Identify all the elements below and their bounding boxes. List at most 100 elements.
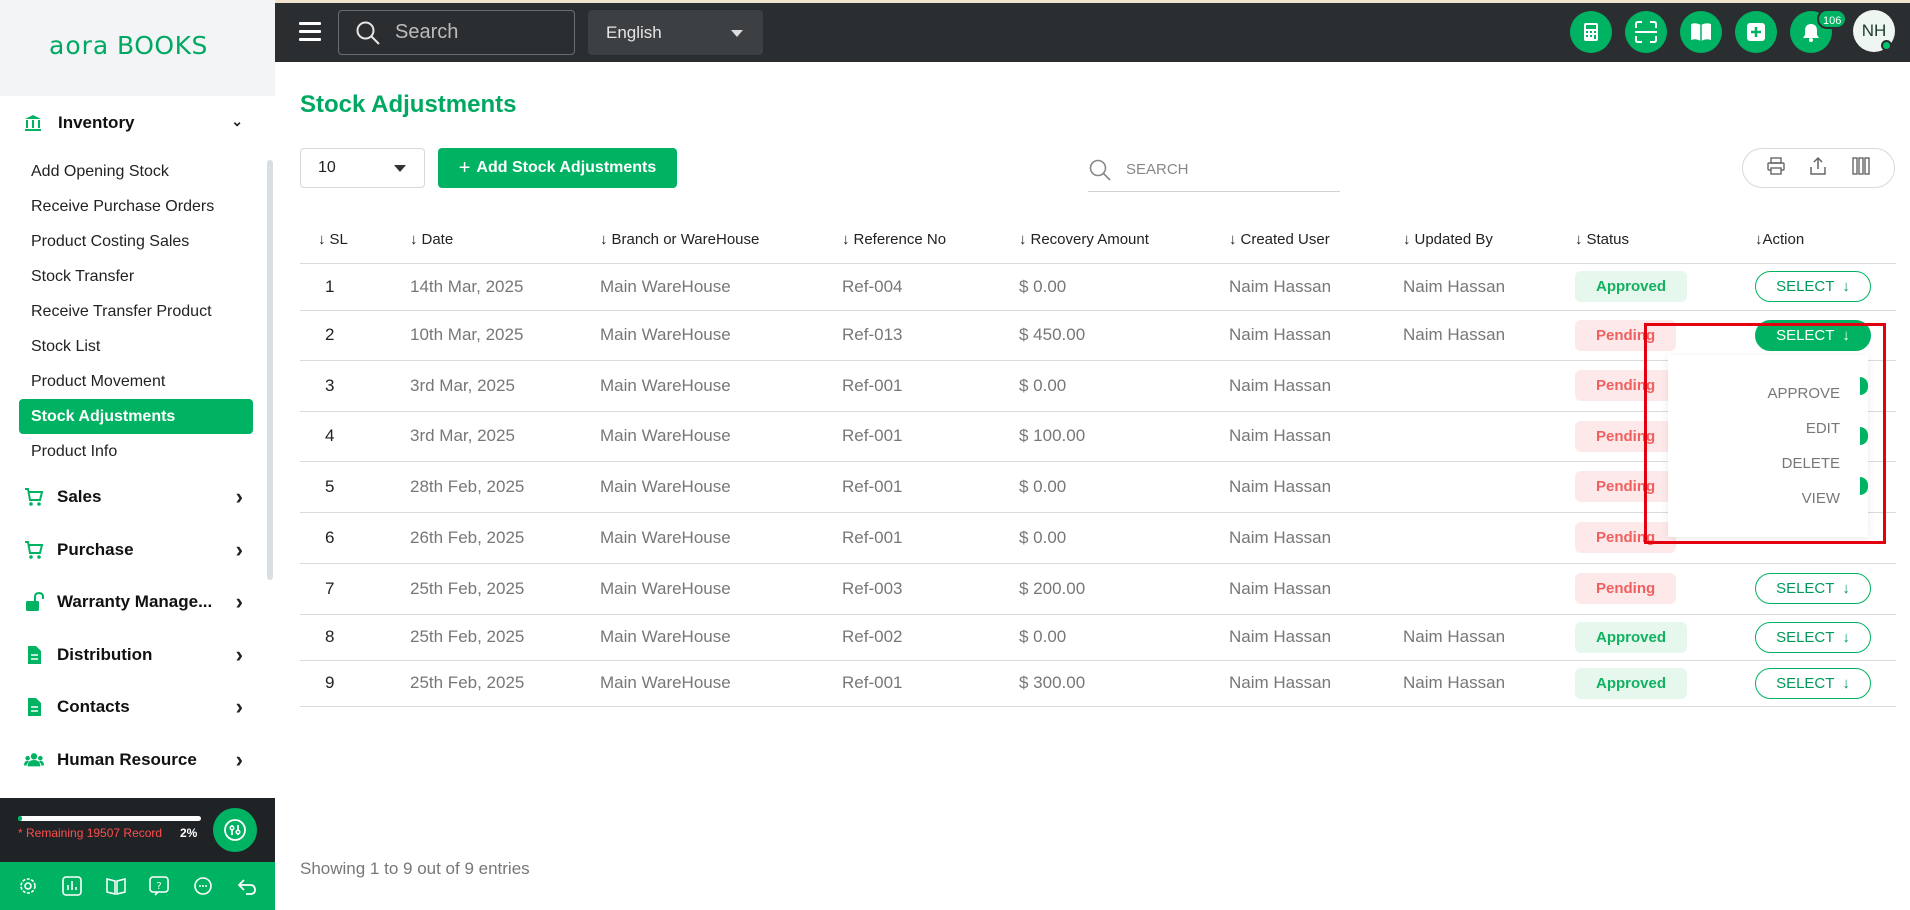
row-action-select-button[interactable]: SELECT ↓ xyxy=(1755,667,1871,699)
sidebar-group-sales[interactable]: Sales › xyxy=(0,471,275,524)
cell-branch: Main WareHouse xyxy=(600,263,842,311)
sidebar-group-label: Warranty Manage... xyxy=(57,592,213,612)
aorabooks-logo-mark: aora BOOKS xyxy=(49,31,207,60)
hidden-select-button-edge[interactable] xyxy=(1860,427,1868,445)
table-search[interactable] xyxy=(1088,148,1340,192)
column-header[interactable]: ↓ Created User xyxy=(1229,217,1403,264)
sidebar-item-product-costing-sales[interactable]: Product Costing Sales xyxy=(31,233,190,250)
cell-sl: 3 xyxy=(300,360,410,412)
sidebar-scrollbar[interactable] xyxy=(267,160,273,580)
sidebar-group-purchase[interactable]: Purchase › xyxy=(0,524,275,577)
sidebar-item-stock-list[interactable]: Stock List xyxy=(31,338,101,355)
column-header-label: SL xyxy=(329,231,348,249)
row-action-select-button[interactable]: SELECT ↓ xyxy=(1755,573,1871,604)
hidden-select-button-edge[interactable] xyxy=(1860,377,1868,395)
menu-item-view[interactable]: VIEW xyxy=(1801,490,1840,507)
brand-logo[interactable]: aora BOOKS xyxy=(49,30,227,67)
chevron-right-icon: › xyxy=(235,641,243,667)
hidden-select-button-edge[interactable] xyxy=(1860,477,1868,495)
chart-icon[interactable] xyxy=(58,872,86,900)
sidebar-item-add-opening-stock[interactable]: Add Opening Stock xyxy=(31,163,169,180)
status-badge: Pending xyxy=(1575,471,1677,502)
book-icon[interactable] xyxy=(102,872,130,900)
column-header[interactable]: ↓Action xyxy=(1755,217,1896,264)
annotation-highlight-box xyxy=(1644,323,1886,544)
cell-ref: Ref-001 xyxy=(842,512,1019,564)
row-action-select-button[interactable]: SELECT ↓ xyxy=(1755,621,1871,653)
plus-square-icon[interactable] xyxy=(1735,11,1777,53)
table-search-input[interactable] xyxy=(1126,161,1326,178)
inventory-submenu: Add Opening Stock Receive Purchase Orders… xyxy=(0,150,275,471)
gear-icon[interactable] xyxy=(14,872,42,900)
svg-text:aora: aora xyxy=(49,31,109,60)
table-row[interactable]: 6 26th Feb, 2025 Main WareHouse Ref-001 $ 0.… xyxy=(300,512,1896,564)
column-header[interactable]: ↓ Branch or WareHouse xyxy=(600,217,842,264)
calculator-icon[interactable] xyxy=(1570,11,1612,53)
sidebar-group-contacts[interactable]: Contacts › xyxy=(0,681,275,734)
cell-branch: Main WareHouse xyxy=(600,563,842,615)
table-row[interactable]: 5 28th Feb, 2025 Main WareHouse Ref-001 $ 0.… xyxy=(300,461,1896,513)
sort-arrow-icon: ↓ xyxy=(318,231,326,249)
sidebar-item-product-info[interactable]: Product Info xyxy=(31,443,118,460)
column-header[interactable]: ↓ Date xyxy=(410,217,600,264)
row-action-select-button[interactable]: SELECT ↓ xyxy=(1755,271,1871,302)
undo-icon[interactable] xyxy=(233,872,261,900)
column-header[interactable]: ↓ SL xyxy=(300,217,410,264)
global-search[interactable] xyxy=(338,10,575,55)
column-header[interactable]: ↓ Recovery Amount xyxy=(1019,217,1229,264)
sidebar-group-distribution[interactable]: Distribution › xyxy=(0,629,275,682)
column-header[interactable]: ↓ Status xyxy=(1575,217,1755,264)
table-row[interactable]: 9 25th Feb, 2025 Main WareHouse Ref-001 $ 30… xyxy=(300,660,1896,707)
menu-item-edit[interactable]: EDIT xyxy=(1805,420,1840,437)
plus-icon: + xyxy=(458,156,471,179)
sidebar-group-inventory[interactable]: Inventory ⌄ xyxy=(0,96,275,150)
cell-created: Naim Hassan xyxy=(1229,660,1403,707)
upgrade-button[interactable] xyxy=(213,808,257,852)
scan-icon[interactable] xyxy=(1625,11,1667,53)
sidebar-item-stock-adjustments[interactable]: Stock Adjustments xyxy=(19,399,253,434)
help-icon[interactable]: ? xyxy=(145,872,173,900)
column-header[interactable]: ↓ Reference No xyxy=(842,217,1019,264)
sidebar-group-label: Distribution xyxy=(57,644,153,664)
rows-per-page-value: 10 xyxy=(318,159,336,176)
table-row[interactable]: 7 25th Feb, 2025 Main WareHouse Ref-003 $ 20… xyxy=(300,563,1896,615)
sidebar-group-human-resource[interactable]: Human Resource › xyxy=(0,734,275,787)
document-icon xyxy=(24,697,44,717)
status-badge: Pending xyxy=(1575,370,1677,401)
sidebar-item-product-movement[interactable]: Product Movement xyxy=(31,373,166,390)
cell-sl: 4 xyxy=(300,411,410,462)
sidebar-item-receive-transfer-product[interactable]: Receive Transfer Product xyxy=(31,303,212,320)
rows-per-page-select[interactable]: 10 xyxy=(300,148,425,188)
cell-amount: $ 200.00 xyxy=(1019,563,1229,615)
table-row[interactable]: 2 10th Mar, 2025 Main WareHouse Ref-013 $ 45… xyxy=(300,310,1896,361)
chat-icon[interactable] xyxy=(189,872,217,900)
cell-amount: $ 300.00 xyxy=(1019,660,1229,707)
hamburger-menu-icon[interactable] xyxy=(299,22,321,42)
menu-item-delete[interactable]: DELETE xyxy=(1781,455,1840,472)
table-row[interactable]: 1 14th Mar, 2025 Main WareHouse Ref-004 $ 0.… xyxy=(300,263,1896,311)
global-search-input[interactable] xyxy=(395,21,565,44)
sidebar-item-stock-transfer[interactable]: Stock Transfer xyxy=(31,268,135,285)
print-icon[interactable] xyxy=(1766,156,1786,181)
book-open-icon[interactable] xyxy=(1680,11,1722,53)
cell-branch: Main WareHouse xyxy=(600,310,842,361)
column-header[interactable]: ↓ Updated By xyxy=(1403,217,1575,264)
arrow-down-icon: ↓ xyxy=(1842,278,1850,295)
sort-arrow-icon: ↓ xyxy=(600,231,608,249)
cell-branch: Main WareHouse xyxy=(600,360,842,412)
add-stock-adjustment-button[interactable]: + Add Stock Adjustments xyxy=(438,148,677,188)
cell-updated xyxy=(1403,360,1575,412)
sort-arrow-icon: ↓ xyxy=(842,231,850,249)
cell-status: Pending xyxy=(1575,512,1755,564)
language-select[interactable]: English xyxy=(588,10,763,55)
sidebar-group-warranty-manage[interactable]: Warranty Manage... › xyxy=(0,576,275,629)
menu-item-approve[interactable]: APPROVE xyxy=(1767,385,1840,402)
cell-ref: Ref-003 xyxy=(842,563,1019,615)
export-icon[interactable] xyxy=(1808,156,1828,181)
sidebar-item-receive-purchase-orders[interactable]: Receive Purchase Orders xyxy=(31,198,215,215)
columns-icon[interactable] xyxy=(1851,156,1871,181)
table-row[interactable]: 8 25th Feb, 2025 Main WareHouse Ref-002 $ 0.… xyxy=(300,614,1896,661)
cell-updated xyxy=(1403,411,1575,462)
search-icon xyxy=(356,21,380,45)
record-usage-panel: * Remaining 19507 Record 2% xyxy=(0,798,275,862)
